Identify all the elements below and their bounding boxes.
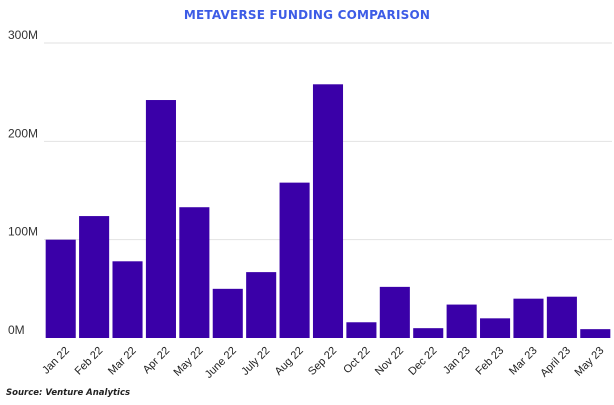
bar-mar-22	[112, 261, 143, 338]
bar-sep-22	[312, 84, 344, 338]
chart-title: METAVERSE FUNDING COMPARISON	[183, 8, 431, 22]
source-note: Source: Venture Analytics	[6, 388, 131, 398]
bar-april-23	[546, 296, 577, 338]
bar-apr-22	[145, 100, 176, 338]
x-tick-label: Feb 22	[73, 345, 106, 378]
x-tick-label: Mar 22	[106, 345, 139, 378]
y-tick-label: 300M	[8, 28, 38, 42]
x-tick-label: Aug 22	[273, 345, 306, 378]
x-tick-label: Feb 23	[474, 345, 507, 378]
bar-mar-23	[513, 298, 544, 338]
bar-june-22	[212, 288, 243, 338]
x-tick-label: Sep 22	[306, 345, 339, 378]
bar-feb-23	[480, 318, 511, 338]
x-tick-label: June 22	[203, 345, 239, 381]
x-tick-label: April 23	[538, 345, 573, 380]
bar-feb-22	[79, 216, 110, 338]
x-tick-label: Dec 22	[406, 345, 439, 378]
y-tick-label: 200M	[8, 126, 38, 140]
bar-may-23	[580, 329, 611, 338]
bar-jan-23	[446, 304, 477, 338]
bar-nov-22	[379, 286, 410, 338]
x-tick-label: July 22	[239, 345, 272, 378]
x-tick-label: May 23	[573, 345, 607, 379]
bars	[45, 84, 611, 338]
bar-may-22	[179, 207, 210, 338]
y-tick-label: 0M	[8, 323, 25, 337]
x-tick-label: Apr 22	[141, 345, 172, 376]
x-tick-label: Jan 23	[441, 345, 473, 377]
bar-jan-22	[45, 239, 76, 338]
x-tick-label: Mar 23	[507, 345, 540, 378]
bar-aug-22	[279, 182, 310, 338]
x-tick-label: Nov 22	[373, 345, 406, 378]
bar-oct-22	[346, 322, 377, 338]
bar-dec-22	[413, 328, 444, 338]
y-axis-ticks: 0M 100M 200M 300M	[8, 28, 38, 337]
x-tick-label: May 22	[172, 345, 206, 379]
x-tick-label: Oct 22	[341, 345, 372, 376]
y-tick-label: 100M	[8, 225, 38, 239]
x-tick-label: Jan 22	[40, 345, 72, 377]
bar-july-22	[246, 272, 277, 338]
